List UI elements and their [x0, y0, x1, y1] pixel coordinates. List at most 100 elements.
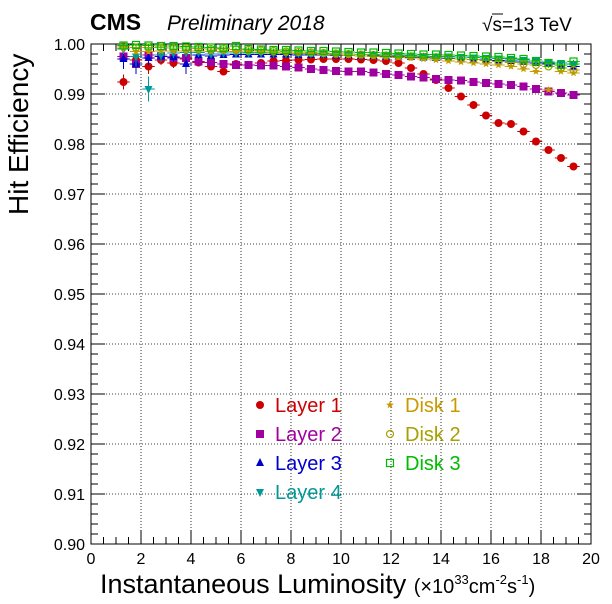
data-point	[569, 69, 578, 77]
data-point	[144, 62, 153, 71]
data-point	[144, 86, 153, 94]
energy-label: √s=13 TeV	[482, 15, 572, 36]
data-point	[232, 61, 240, 69]
data-point	[169, 41, 178, 51]
data-point	[356, 48, 366, 57]
x-tick-label: 10	[332, 551, 350, 568]
data-point	[506, 53, 516, 63]
data-point	[332, 67, 340, 75]
data-point	[432, 75, 440, 83]
data-point	[544, 86, 553, 94]
x-tick-label: 8	[287, 551, 296, 568]
data-point	[219, 67, 228, 76]
legend-item: Disk 3	[385, 453, 461, 475]
legend-marker	[256, 430, 264, 438]
x-tick-label: 16	[482, 551, 500, 568]
data-point	[519, 65, 528, 73]
axis-ticks: 0.90 0.91 0.92 0.93 0.94 0.95 0.96 0.97 0.98 0.99…	[54, 37, 600, 568]
data-point	[457, 76, 465, 85]
data-point	[569, 57, 578, 66]
data-point	[532, 67, 540, 75]
data-point	[544, 146, 553, 154]
legend-marker	[385, 458, 395, 468]
data-point	[319, 46, 328, 56]
x-tick-label: 18	[532, 551, 550, 568]
data-point	[244, 61, 253, 69]
data-point	[231, 41, 241, 51]
data-point	[531, 56, 541, 66]
data-point	[132, 53, 140, 62]
data-point	[444, 50, 453, 60]
data-point	[494, 119, 503, 127]
data-point	[119, 54, 128, 62]
data-point	[557, 154, 565, 162]
series-disk-3	[117, 40, 580, 70]
data-point	[306, 46, 316, 56]
data-point	[219, 43, 228, 53]
data-point	[194, 57, 203, 66]
data-point	[194, 42, 203, 52]
data-point	[282, 62, 290, 71]
x-tick-label: 12	[382, 551, 400, 568]
data-point	[319, 66, 328, 74]
legend-label: Disk 3	[405, 453, 461, 475]
data-point	[556, 60, 566, 70]
data-point	[457, 58, 465, 66]
data-point	[357, 67, 365, 76]
data-point	[419, 73, 428, 82]
data-point	[381, 48, 391, 58]
data-point	[331, 47, 341, 56]
legend-label: Layer 4	[275, 482, 342, 504]
legend-label: Layer 2	[275, 424, 342, 446]
data-point	[394, 49, 403, 58]
data-point	[407, 72, 415, 81]
y-tick-label: 0.99	[54, 87, 85, 104]
legend-marker	[385, 429, 395, 439]
legend-marker	[386, 401, 394, 409]
legend-item: Layer 1	[256, 395, 342, 417]
data-point	[532, 137, 540, 146]
data-point	[144, 53, 153, 61]
x-axis-unit-open: (×10	[414, 576, 455, 598]
x-axis-exp2: -2	[495, 572, 507, 587]
legend-item: Layer 2	[256, 424, 342, 446]
legend-label: Layer 1	[275, 395, 342, 417]
x-axis-exp3: -1	[517, 572, 529, 587]
y-tick-label: 0.98	[54, 137, 85, 154]
x-axis-exp1: 33	[454, 572, 468, 587]
data-point	[344, 67, 353, 76]
legend-label: Disk 1	[405, 395, 461, 417]
x-tick-label: 2	[137, 551, 146, 568]
y-tick-label: 0.93	[54, 387, 85, 404]
legend-item: Disk 1	[386, 395, 461, 417]
data-point	[482, 111, 490, 120]
legend-marker	[256, 458, 264, 466]
legend-item: Disk 2	[385, 424, 461, 446]
data-point	[494, 80, 503, 88]
x-tick-label: 6	[237, 551, 246, 568]
y-tick-label: 1.00	[54, 37, 85, 54]
y-tick-label: 0.97	[54, 187, 85, 204]
data-point	[444, 84, 453, 92]
legend-item: Layer 3	[256, 453, 342, 475]
data-point	[169, 47, 178, 55]
data-point	[169, 50, 178, 58]
data-point	[294, 46, 303, 55]
data-point	[281, 45, 291, 55]
data-point	[181, 42, 191, 51]
data-point	[269, 61, 278, 70]
y-tick-label: 0.90	[54, 537, 85, 554]
data-point	[507, 81, 515, 89]
x-axis-main: Instantaneous Luminosity	[100, 569, 407, 599]
x-tick-label: 14	[432, 551, 450, 568]
data-point	[444, 76, 453, 84]
data-point	[519, 127, 528, 136]
data-point	[519, 54, 528, 64]
y-tick-label: 0.94	[54, 337, 85, 354]
x-tick-label: 0	[87, 551, 96, 568]
x-tick-label: 4	[187, 551, 196, 568]
y-tick-label: 0.91	[54, 487, 85, 504]
sqrt-symbol: √	[482, 15, 493, 36]
x-axis-unit-close: )	[529, 576, 536, 598]
data-point	[419, 50, 428, 59]
